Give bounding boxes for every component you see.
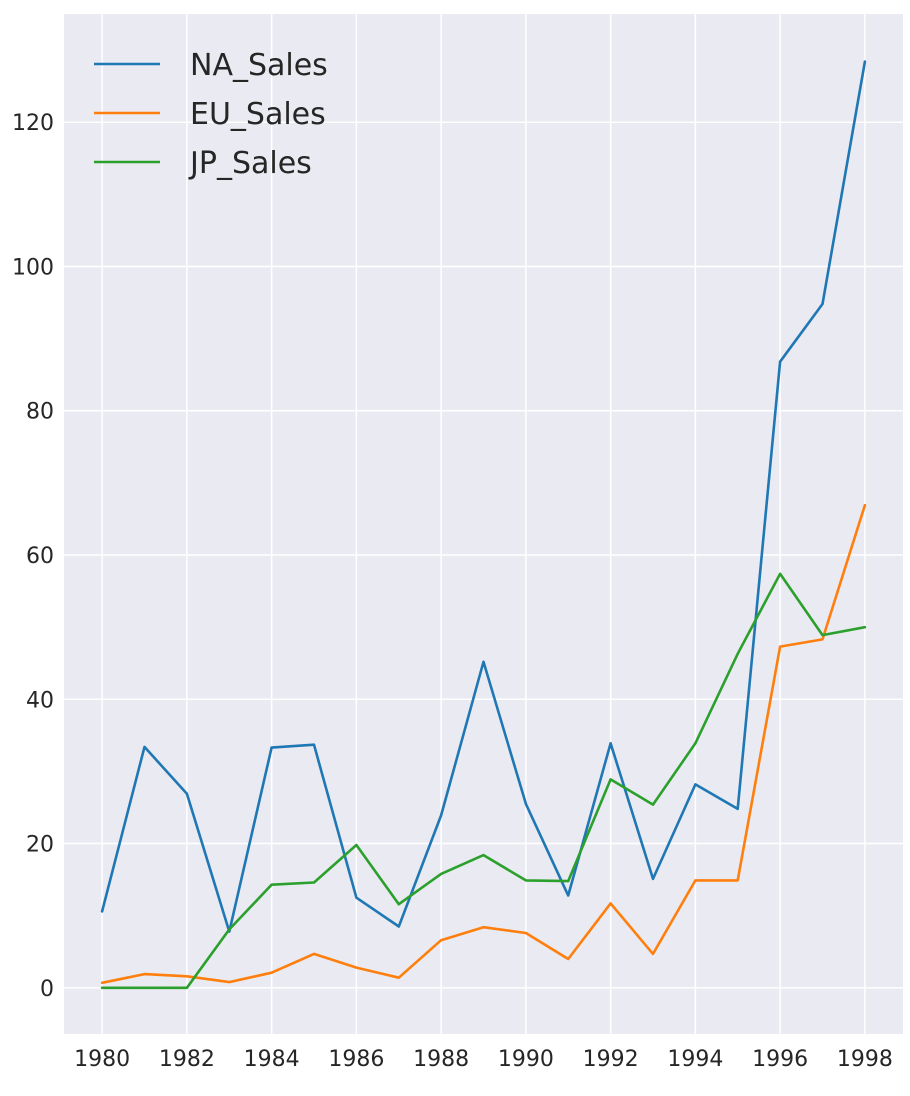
legend-label: JP_Sales: [188, 146, 312, 181]
x-tick-label: 1980: [74, 1047, 130, 1072]
y-axis-ticks: 0 20 40 60 80 100 120: [12, 111, 54, 1002]
x-tick-label: 1992: [583, 1047, 639, 1072]
x-tick-label: 1990: [498, 1047, 554, 1072]
y-tick-label: 0: [40, 977, 54, 1002]
legend: NA_Sales EU_Sales JP_Sales: [94, 48, 328, 181]
x-tick-label: 1994: [667, 1047, 723, 1072]
x-tick-label: 1988: [413, 1047, 469, 1072]
series-line-eu-sales: [100, 503, 867, 985]
y-tick-label: 100: [12, 255, 54, 280]
y-tick-label: 120: [12, 111, 54, 136]
legend-label: EU_Sales: [190, 97, 326, 132]
x-tick-label: 1998: [837, 1047, 893, 1072]
x-axis-ticks: 1980 1982 1984 1986 1988 1990 1992 1994 1996 1998: [74, 1047, 893, 1072]
series-lines: [100, 60, 867, 990]
x-tick-label: 1982: [159, 1047, 215, 1072]
grid-lines: [64, 14, 903, 1034]
y-tick-label: 80: [26, 400, 54, 425]
y-tick-label: 20: [26, 833, 54, 858]
plot-background: [64, 14, 903, 1034]
y-tick-label: 40: [26, 688, 54, 713]
legend-label: NA_Sales: [190, 48, 328, 83]
x-tick-label: 1984: [244, 1047, 300, 1072]
x-tick-label: 1986: [328, 1047, 384, 1072]
series-line-jp-sales: [100, 572, 867, 990]
x-tick-label: 1996: [752, 1047, 808, 1072]
y-tick-label: 60: [26, 544, 54, 569]
